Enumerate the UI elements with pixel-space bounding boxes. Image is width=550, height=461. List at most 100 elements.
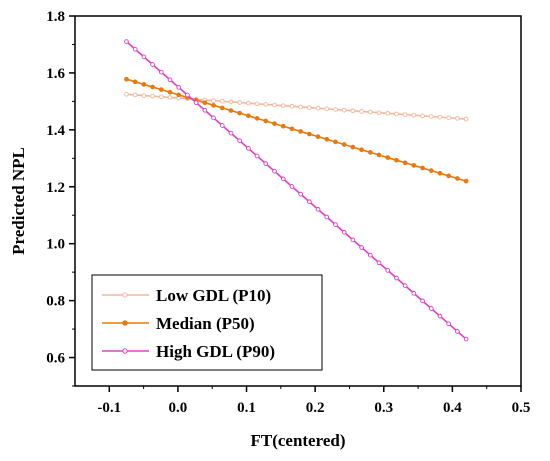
y-tick-label: 0.8: [46, 294, 65, 310]
data-point: [402, 283, 408, 288]
plot-frame: [74, 15, 522, 387]
data-point: [411, 163, 417, 168]
data-point: [272, 121, 277, 126]
data-point: [228, 108, 234, 113]
data-point: [307, 131, 312, 137]
x-tick-label: 0.2: [306, 400, 325, 416]
x-tick-label: 0.0: [169, 400, 188, 416]
legend-item-high-gdl: High GDL (P90): [102, 342, 275, 361]
data-point: [167, 95, 173, 100]
data-point: [385, 110, 391, 116]
data-point: [333, 107, 338, 112]
data-point: [167, 89, 173, 95]
x-tick-label: -0.1: [97, 400, 121, 416]
data-point: [315, 134, 321, 140]
data-point: [150, 62, 155, 67]
data-point: [219, 98, 225, 104]
y-tick-label: 1.0: [46, 237, 65, 253]
data-point: [185, 92, 190, 98]
data-point: [254, 101, 260, 107]
data-point: [420, 165, 425, 171]
data-point: [359, 245, 364, 250]
data-point: [176, 92, 182, 98]
data-point: [280, 123, 286, 129]
data-point: [237, 110, 243, 116]
data-point: [315, 105, 321, 111]
data-point: [446, 321, 452, 327]
data-point: [437, 170, 443, 176]
data-point: [237, 138, 243, 144]
data-point: [359, 147, 364, 153]
y-tick-label: 1.6: [46, 66, 65, 82]
data-point: [463, 336, 469, 342]
data-point: [394, 275, 399, 281]
data-point: [437, 114, 443, 120]
data-point: [158, 69, 164, 75]
x-tick-label: 0.1: [237, 400, 256, 416]
data-point: [402, 160, 408, 166]
data-point: [446, 115, 452, 121]
data-point: [428, 306, 434, 311]
data-point: [463, 178, 469, 184]
data-point: [307, 199, 312, 205]
data-point: [289, 126, 295, 132]
data-point: [341, 229, 347, 235]
data-point: [350, 108, 356, 114]
data-point: [263, 102, 269, 107]
series-layer: [124, 39, 469, 342]
data-point: [324, 136, 330, 142]
data-point: [158, 94, 164, 100]
legend-item-median: Median (P50): [102, 314, 255, 333]
data-point: [211, 102, 216, 108]
data-point: [263, 161, 269, 166]
data-point: [350, 237, 356, 243]
x-tick-label: 0.5: [512, 400, 531, 416]
data-point: [246, 100, 251, 106]
data-point: [394, 111, 399, 117]
legend-item-low-gdl: Low GDL (P10): [102, 286, 271, 305]
y-axis-title: Predicted NPL: [9, 147, 28, 255]
data-point: [280, 103, 286, 109]
data-point: [158, 87, 164, 92]
data-point: [376, 260, 382, 266]
data-point: [455, 329, 460, 334]
series-high-gdl: [124, 39, 469, 342]
legend-label-high-gdl: High GDL (P90): [156, 342, 275, 361]
data-point: [385, 268, 391, 273]
data-point: [333, 139, 338, 145]
y-tick-label: 0.6: [46, 351, 65, 367]
data-point: [324, 214, 330, 220]
data-point: [211, 115, 216, 121]
data-point: [211, 98, 216, 103]
data-point: [132, 92, 138, 98]
data-point: [193, 100, 199, 105]
data-point: [228, 130, 234, 136]
series-median: [124, 76, 469, 184]
data-point: [402, 112, 408, 117]
data-point: [219, 123, 225, 128]
data-point: [341, 107, 347, 113]
data-point: [455, 176, 460, 181]
legend-label-median: Median (P50): [156, 314, 255, 333]
x-axis-title: FT(centered): [250, 431, 345, 450]
data-point: [376, 110, 382, 116]
data-point: [411, 290, 417, 296]
data-point: [367, 109, 373, 115]
data-point: [246, 113, 251, 119]
data-point: [367, 149, 373, 155]
data-point: [272, 102, 277, 108]
data-point: [141, 82, 147, 87]
data-point: [420, 298, 425, 304]
x-tick-label: 0.4: [443, 400, 462, 416]
data-point: [428, 168, 434, 173]
series-line-median: [126, 78, 467, 182]
data-point: [237, 100, 243, 105]
data-point: [341, 142, 347, 147]
data-point: [132, 46, 138, 52]
data-point: [167, 77, 173, 83]
data-point: [289, 184, 295, 189]
data-point: [124, 76, 129, 82]
data-point: [124, 39, 129, 44]
data-point: [219, 105, 225, 111]
